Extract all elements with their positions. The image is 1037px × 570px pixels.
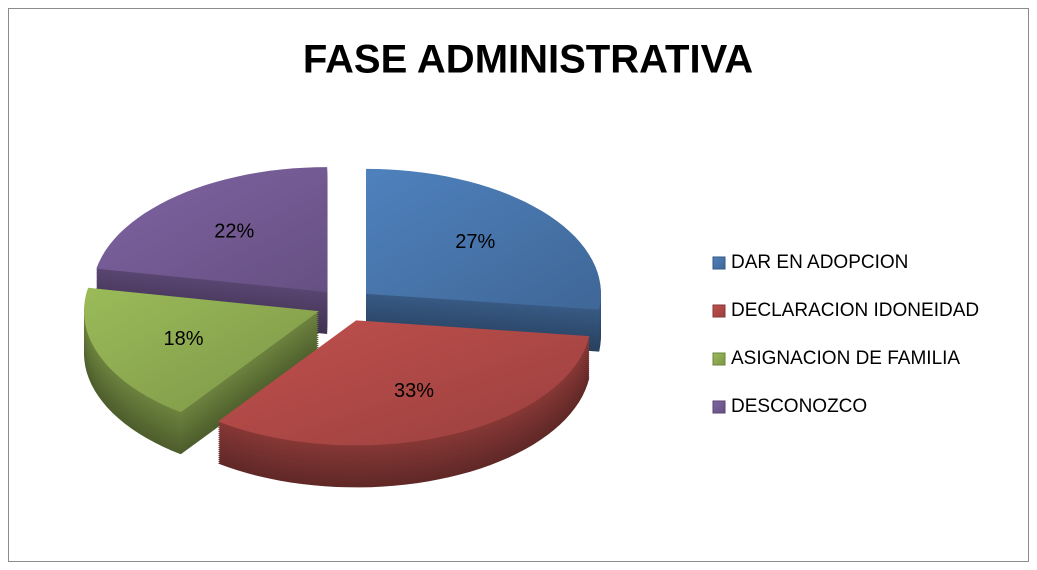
- legend-swatch: [712, 304, 726, 318]
- legend-label: DECLARACION IDONEIDAD: [731, 300, 979, 321]
- data-label: 33%: [394, 380, 434, 402]
- data-label: 22%: [214, 221, 254, 243]
- legend-label: ASIGNACION DE FAMILIA: [731, 348, 960, 369]
- legend-label: DESCONOZCO: [731, 396, 867, 417]
- legend-swatch: [712, 256, 726, 270]
- pie-slice: [366, 168, 601, 352]
- pie-slice: [218, 320, 590, 488]
- slice-top: [84, 287, 319, 413]
- legend-swatch: [712, 352, 726, 366]
- legend-label: DAR EN ADOPCION: [731, 252, 908, 273]
- chart-title: FASE ADMINISTRATIVA: [303, 38, 753, 82]
- data-label: 27%: [455, 231, 495, 253]
- slice-top: [366, 168, 601, 310]
- pie-slice: [84, 287, 319, 455]
- slice-top: [96, 167, 328, 293]
- data-label: 18%: [163, 328, 203, 350]
- legend-swatch: [712, 400, 726, 414]
- slice-top: [218, 320, 590, 446]
